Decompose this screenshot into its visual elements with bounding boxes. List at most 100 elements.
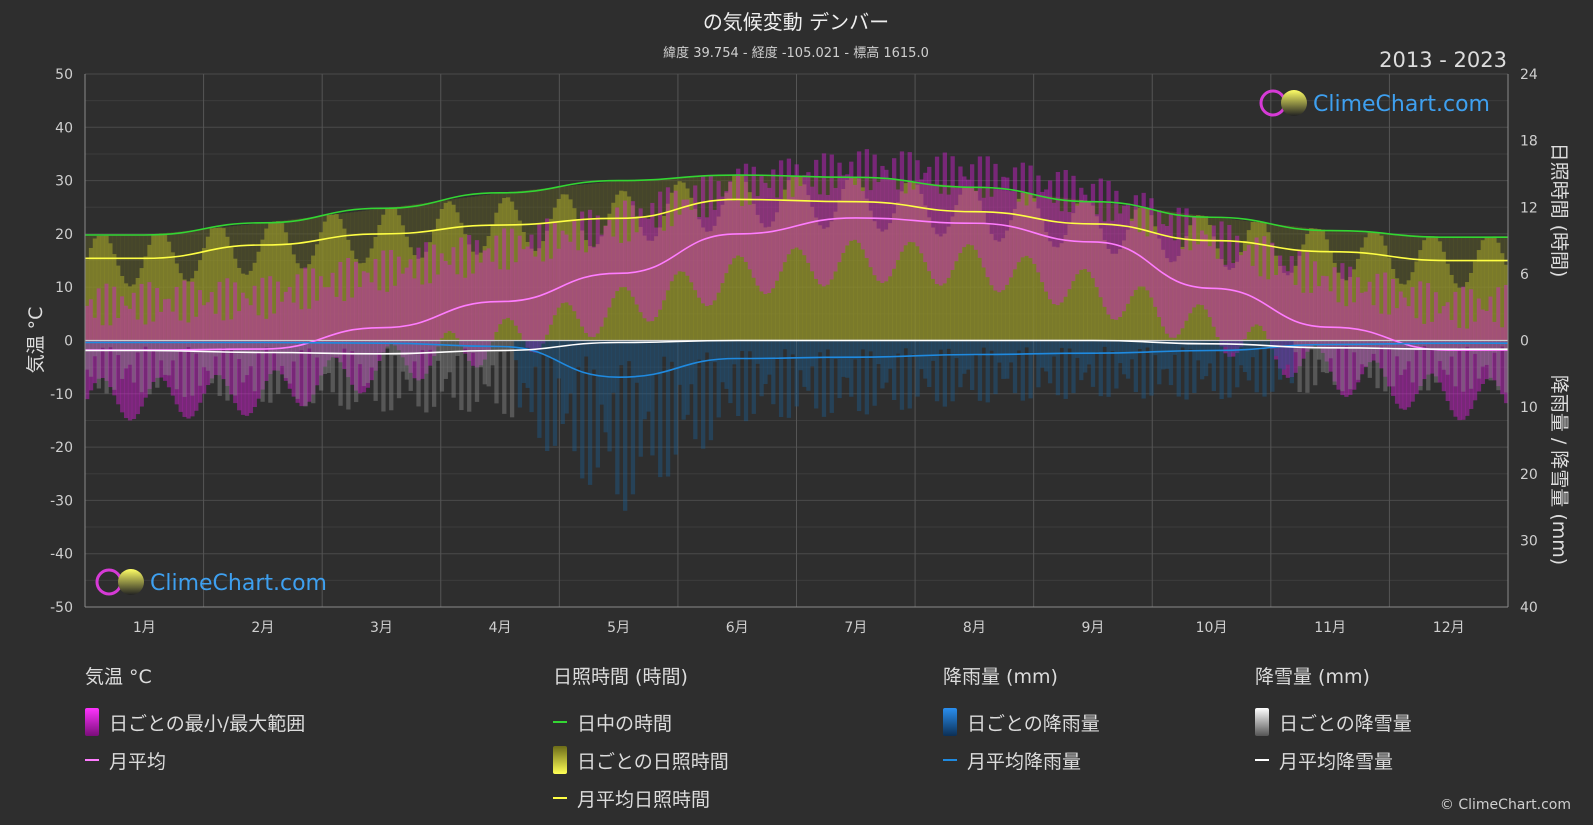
sunshine-bar: [166, 241, 172, 341]
rain-bar: [545, 340, 550, 451]
sunshine-bar: [1305, 233, 1310, 341]
snow-bar: [459, 340, 464, 411]
rain-bar: [712, 340, 717, 363]
sunshine-bar: [821, 228, 827, 341]
sunshine-bar: [685, 188, 690, 341]
sunshine-bar: [1231, 268, 1236, 341]
temp-range-bar: [743, 163, 749, 262]
temp-range-bar: [681, 199, 686, 272]
temp-range-bar: [447, 264, 452, 332]
temp-range-bar: [237, 311, 242, 411]
sunshine-bar: [876, 228, 881, 341]
snow-bar: [1332, 340, 1337, 385]
rain-bar: [1118, 340, 1123, 364]
temp-range-bar: [817, 194, 823, 285]
rain-bar: [1164, 340, 1170, 369]
sunshine-bar: [424, 251, 429, 341]
temp-range-bar: [981, 197, 986, 268]
sunshine-bar: [237, 267, 242, 341]
sunshine-bar: [1379, 235, 1384, 341]
temp-range-bar: [782, 201, 788, 263]
rain-bar: [954, 340, 959, 359]
sunshine-bar: [354, 258, 359, 341]
snow-bar: [151, 340, 156, 350]
temp-range-bar: [841, 175, 846, 253]
snow-bar: [463, 340, 468, 349]
snow-bar: [276, 340, 281, 394]
temp-range-bar: [810, 186, 815, 272]
legend-rain: 降雨量 (mm) 日ごとの降雨量 月平均降雨量: [943, 662, 1100, 779]
sunshine-bar: [209, 228, 215, 341]
sunshine-bar: [934, 234, 940, 341]
sunshine-bar: [1098, 228, 1103, 341]
sunshine-bar: [447, 201, 452, 341]
temp-range-bar: [630, 201, 636, 297]
temp-range-bar: [381, 250, 386, 353]
sunshine-bar: [739, 175, 745, 341]
rain-bar: [623, 340, 628, 511]
temp-range-bar: [1387, 314, 1392, 387]
sunshine-bar: [1344, 280, 1349, 341]
snow-bar: [209, 340, 215, 384]
snow-bar: [1437, 340, 1443, 362]
sunshine-bar: [938, 236, 944, 341]
temp-range-bar: [268, 276, 273, 375]
rain-bar: [1012, 340, 1018, 394]
snow-bar: [1472, 340, 1478, 354]
sunshine-bar: [1289, 272, 1294, 341]
sunshine-bar: [1461, 287, 1466, 341]
rain-bar: [1090, 340, 1096, 387]
legend-sun-daily: 日ごとの日照時間: [553, 741, 729, 779]
sunshine-bar: [568, 199, 573, 341]
sunshine-bar: [1277, 265, 1283, 341]
temp-range-bar: [591, 246, 597, 338]
sunshine-bar: [268, 222, 273, 341]
sunshine-bar: [400, 225, 406, 341]
sunshine-bar: [872, 221, 877, 341]
snow-bar: [104, 340, 109, 394]
rain-bar: [615, 340, 620, 495]
temp-range-bar: [1352, 302, 1357, 390]
snow-bar: [108, 340, 113, 348]
sunshine-bar: [1005, 230, 1010, 341]
temp-range-bar: [927, 166, 932, 272]
sunshine-bar: [864, 198, 870, 341]
snow-bar: [213, 340, 218, 357]
temp-range-bar: [1324, 276, 1330, 362]
rain-bar: [868, 340, 873, 352]
left-tick-label: 10: [55, 280, 73, 296]
sunshine-bar: [509, 201, 515, 341]
sunshine-bar: [1149, 215, 1154, 341]
temp-range-bar: [326, 287, 332, 361]
rain-bar: [915, 340, 920, 397]
rain-bar: [1188, 340, 1193, 350]
sunshine-bar: [771, 221, 776, 341]
sunshine-mean-line: [85, 198, 1508, 262]
sunshine-bar: [1129, 218, 1135, 341]
temp-range-bar: [178, 320, 183, 412]
temp-range-bar: [205, 302, 211, 386]
temp-range-bar: [1500, 327, 1505, 395]
snow-daily-swatch: [1255, 708, 1269, 736]
sunshine-bar: [1168, 262, 1174, 341]
sunshine-bar: [463, 234, 468, 341]
temp-range-bar: [661, 230, 667, 301]
temp-range-bar: [1457, 327, 1462, 421]
temp-range-bar: [1063, 170, 1068, 297]
temp-range-bar: [884, 169, 889, 282]
snow-bar: [1410, 340, 1415, 383]
rain-bar: [677, 340, 682, 385]
rain-bar: [1227, 340, 1232, 398]
rain-bar: [1157, 340, 1162, 385]
temp-range-bar: [1176, 207, 1181, 335]
rain-bar: [1071, 340, 1076, 394]
rain-bar: [708, 340, 714, 441]
left-tick-label: -10: [50, 387, 73, 403]
left-tick-label: 50: [55, 67, 73, 83]
temp-range-bar: [209, 292, 215, 379]
snow-bar: [1480, 340, 1486, 367]
sunshine-bar: [420, 257, 425, 341]
temp-range-bar: [213, 313, 218, 375]
snow-bar: [92, 340, 98, 357]
temp-range-bar: [1309, 292, 1314, 347]
